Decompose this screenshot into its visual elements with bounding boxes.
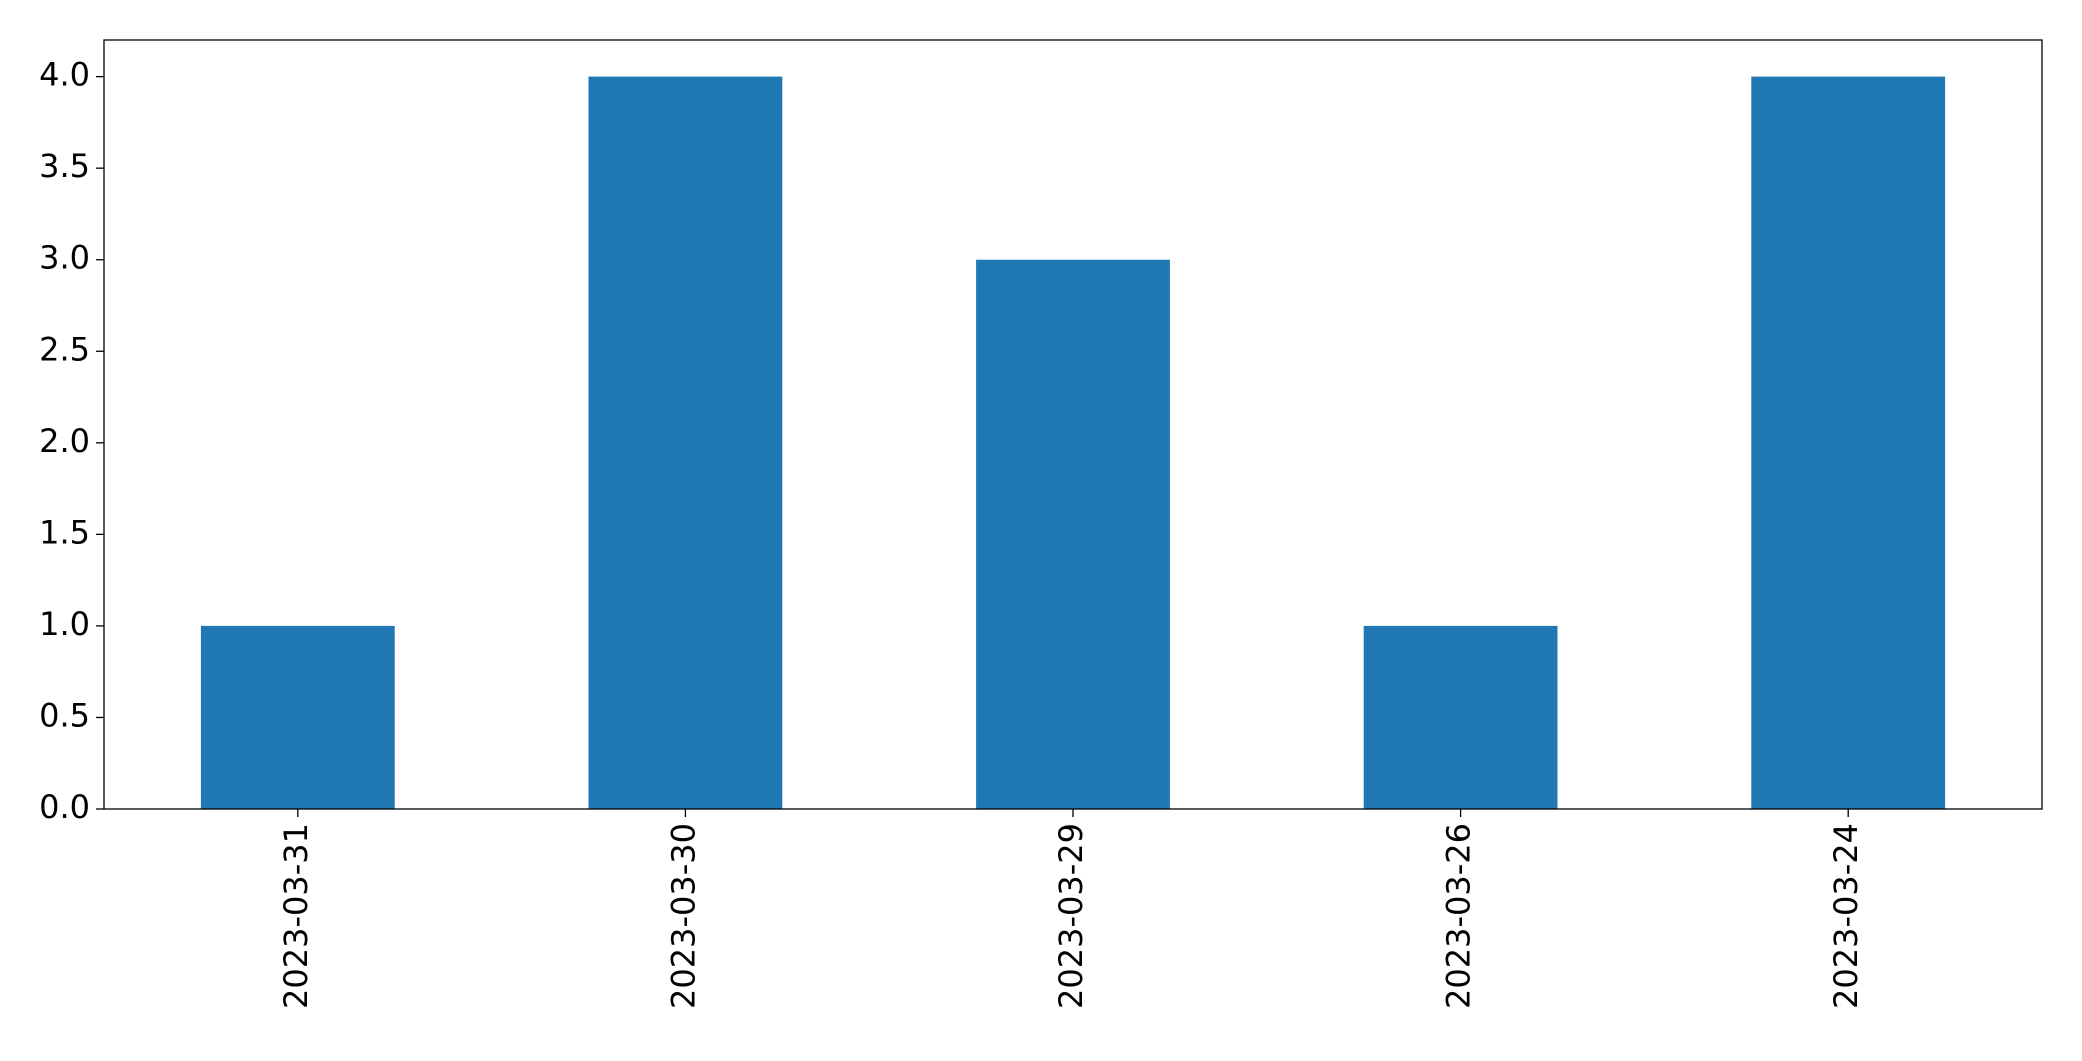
bar [1751,76,1946,810]
y-tick-label: 2.0 [39,422,90,460]
plot-frame [103,39,2043,810]
x-tick-label: 2023-03-29 [1052,823,1090,1009]
y-tick-label: 1.5 [39,513,90,551]
y-tick-label: 4.0 [39,56,90,94]
x-tick-label: 2023-03-30 [664,823,702,1009]
y-tick-label: 0.5 [39,696,90,734]
x-tick-label: 2023-03-31 [277,823,315,1009]
bar [976,259,1170,809]
y-tick-label: 2.5 [39,330,90,368]
y-tick-label: 1.0 [39,605,90,643]
y-tick-label: 3.0 [39,239,90,277]
bar [588,76,783,810]
y-tick-label: 3.5 [39,147,90,185]
bar [200,625,395,809]
bar [1363,625,1558,809]
y-tick-label: 0.0 [39,788,90,826]
x-tick-label: 2023-03-24 [1827,823,1865,1009]
x-tick-label: 2023-03-26 [1440,823,1478,1009]
